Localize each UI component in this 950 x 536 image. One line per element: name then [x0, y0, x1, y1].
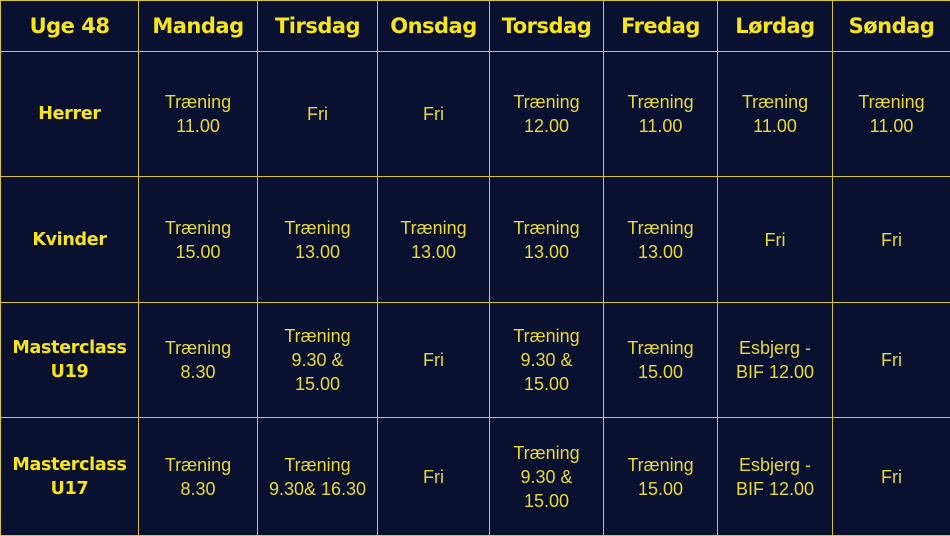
schedule-cell: Esbjerg - BIF 12.00	[718, 303, 833, 418]
schedule-cell: Træning 11.00	[718, 52, 833, 177]
schedule-cell: Træning 13.00	[378, 177, 490, 303]
team-label: Masterclass U19	[1, 303, 139, 418]
day-header: Søndag	[833, 1, 950, 52]
schedule-cell: Esbjerg - BIF 12.00	[718, 418, 833, 536]
day-header: Fredag	[604, 1, 718, 52]
schedule-cell: Træning 8.30	[139, 303, 258, 418]
schedule-cell: Træning 11.00	[139, 52, 258, 177]
schedule-cell: Træning 15.00	[139, 177, 258, 303]
schedule-cell: Fri	[833, 177, 950, 303]
schedule-cell: Fri	[378, 418, 490, 536]
day-header: Lørdag	[718, 1, 833, 52]
schedule-cell: Træning 8.30	[139, 418, 258, 536]
day-header: Torsdag	[490, 1, 604, 52]
schedule-cell: Fri	[718, 177, 833, 303]
schedule-cell: Fri	[833, 418, 950, 536]
schedule-cell: Fri	[378, 303, 490, 418]
schedule-cell: Træning 11.00	[833, 52, 950, 177]
schedule-cell: Træning 15.00	[604, 303, 718, 418]
schedule-cell: Fri	[258, 52, 378, 177]
schedule-cell: Træning 12.00	[490, 52, 604, 177]
day-header: Tirsdag	[258, 1, 378, 52]
day-header: Mandag	[139, 1, 258, 52]
week-label: Uge 48	[1, 1, 139, 52]
schedule-cell: Træning 9.30 & 15.00	[258, 303, 378, 418]
schedule-cell: Træning 13.00	[258, 177, 378, 303]
schedule-cell: Fri	[378, 52, 490, 177]
schedule-cell: Træning 15.00	[604, 418, 718, 536]
day-header: Onsdag	[378, 1, 490, 52]
schedule-cell: Træning 9.30& 16.30	[258, 418, 378, 536]
schedule-cell: Træning 9.30 & 15.00	[490, 418, 604, 536]
team-label: Herrer	[1, 52, 139, 177]
team-label: Kvinder	[1, 177, 139, 303]
schedule-cell: Træning 9.30 & 15.00	[490, 303, 604, 418]
schedule-cell: Træning 13.00	[490, 177, 604, 303]
team-label: Masterclass U17	[1, 418, 139, 536]
schedule-cell: Træning 13.00	[604, 177, 718, 303]
schedule-cell: Fri	[833, 303, 950, 418]
schedule-cell: Træning 11.00	[604, 52, 718, 177]
